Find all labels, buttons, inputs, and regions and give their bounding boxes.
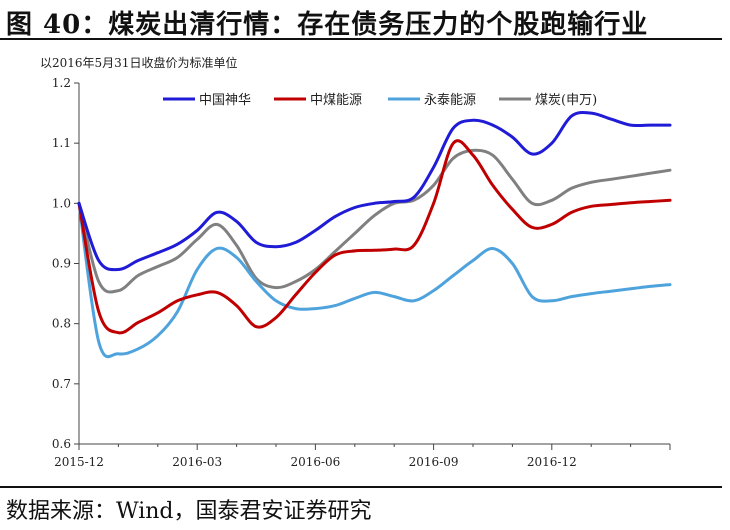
y-tick-label: 0.8 xyxy=(52,317,71,331)
legend-label: 中煤能源 xyxy=(310,93,362,108)
x-tick-label: 2016-03 xyxy=(172,455,222,469)
legend-label: 中国神华 xyxy=(199,93,251,108)
x-tick-label: 2016-06 xyxy=(290,455,340,469)
series-line-1 xyxy=(77,111,672,272)
legend-label: 煤炭(申万) xyxy=(535,93,597,108)
y-tick-label: 0.9 xyxy=(52,257,71,271)
x-axis: 2015-12 2016-03 2016-06 2016-09 2016-12 xyxy=(54,443,671,469)
series-line-4 xyxy=(77,148,672,294)
chart-note: 以2016年5月31日收盘价为标准单位 xyxy=(40,55,237,70)
x-tick-label: 2015-12 xyxy=(54,455,104,469)
data-source: 数据来源：Wind，国泰君安证券研究 xyxy=(6,499,372,524)
y-tick-label: 1.1 xyxy=(52,136,71,150)
x-tick-label: 2016-09 xyxy=(409,455,459,469)
series-line-2 xyxy=(77,139,672,335)
plot-area xyxy=(77,111,672,359)
y-tick-label: 0.7 xyxy=(52,377,71,391)
figure-title: 图 40：煤炭出清行情：存在债务压力的个股跑输行业 xyxy=(6,10,649,40)
title-rule xyxy=(0,38,722,40)
series-line-3 xyxy=(77,201,672,359)
y-tick-label: 0.6 xyxy=(52,437,71,451)
y-tick-label: 1.2 xyxy=(52,76,71,90)
y-tick-label: 1.0 xyxy=(52,196,71,210)
x-tick-label: 2016-12 xyxy=(527,455,577,469)
legend-label: 永泰能源 xyxy=(424,93,476,108)
y-axis: 0.6 0.7 0.8 0.9 1.0 1.1 1.2 xyxy=(52,76,80,451)
legend: 中国神华 中煤能源 永泰能源 煤炭(申万) xyxy=(163,93,597,108)
source-rule xyxy=(0,486,722,488)
